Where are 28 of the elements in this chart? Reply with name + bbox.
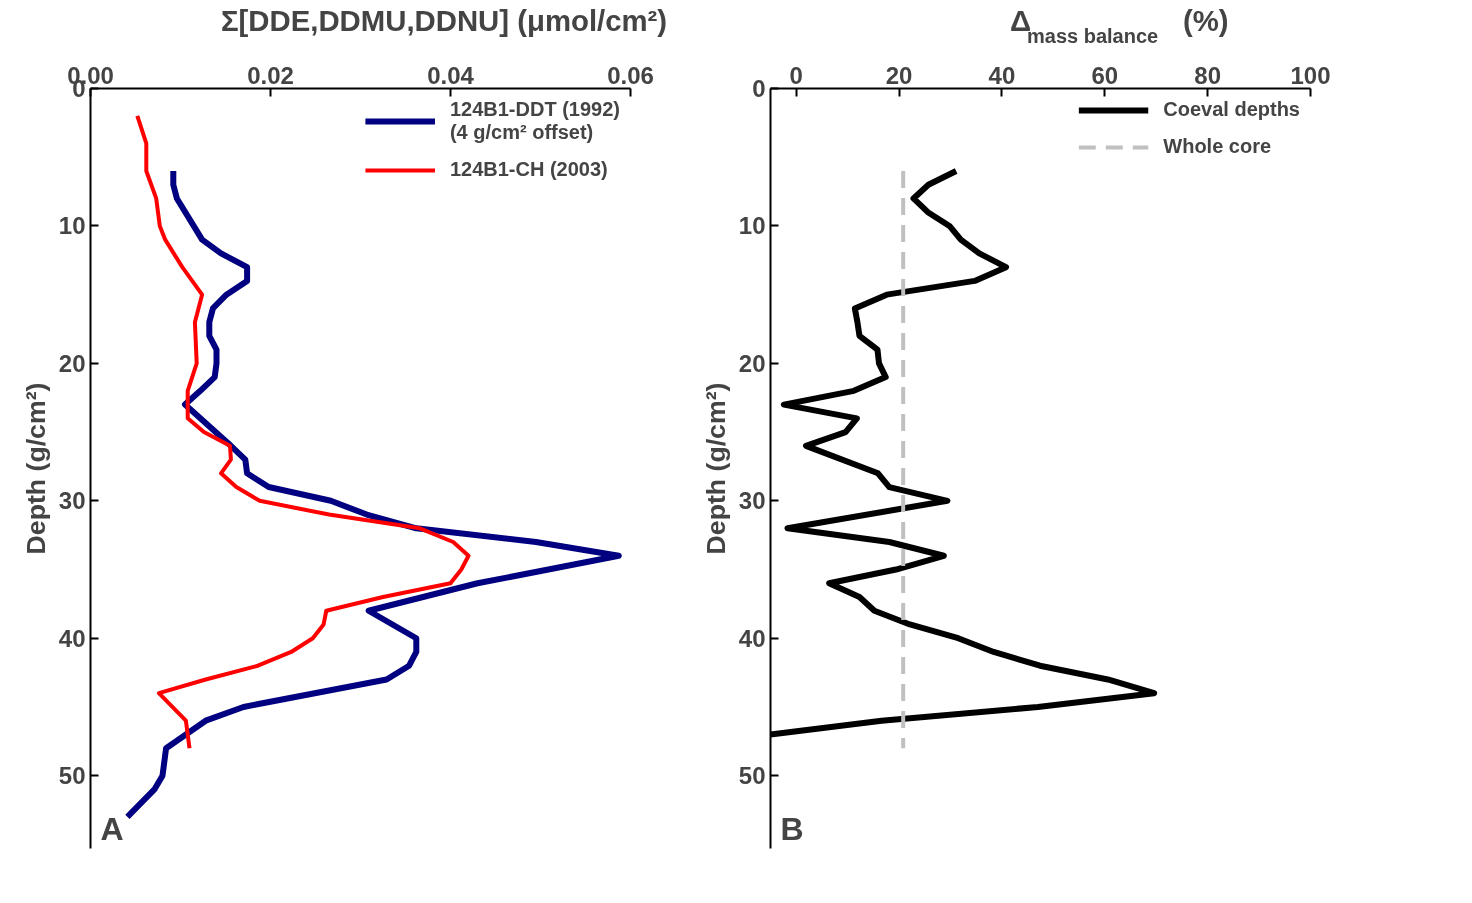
y-tick-label: 30 [58,487,86,515]
legend-label: Whole core [1163,135,1272,158]
y-tick-label: 10 [738,212,766,240]
annotation: A [100,810,124,847]
y-tick-label: 50 [58,762,86,790]
y-tick-label: 50 [738,762,766,790]
x-tick-label: 40 [988,61,1016,89]
x-tick-label: 0.02 [247,61,294,89]
y-tick-label: 10 [58,212,86,240]
y-axis-title: Depth (g/cm²) [700,382,731,555]
y-tick-label: 30 [738,487,766,515]
y-tick-label: 20 [738,349,766,377]
x-tick-label: 60 [1091,61,1119,89]
x-axis-title: Σ[DDE,DDMU,DDNU] (μmol/cm²) [221,3,668,37]
legend-label: 124B1-CH (2003) [449,158,608,181]
y-tick-label: 20 [58,349,86,377]
x-tick-label: 0.06 [607,61,654,89]
y-axis-title: Depth (g/cm²) [20,382,51,555]
x-tick-label: 0 [789,61,803,89]
y-tick-label: 40 [58,624,86,652]
legend-label: Coeval depths [1163,98,1300,121]
y-tick-label: 40 [738,624,766,652]
x-tick-label: 20 [885,61,913,89]
x-tick-label: 80 [1194,61,1221,89]
x-tick-label: 100 [1290,61,1331,89]
legend-label: 124B1-DDT (1992) (4 g/cm² offset) [449,98,620,144]
annotation: B [780,810,804,847]
x-tick-label: 0.04 [427,61,475,89]
